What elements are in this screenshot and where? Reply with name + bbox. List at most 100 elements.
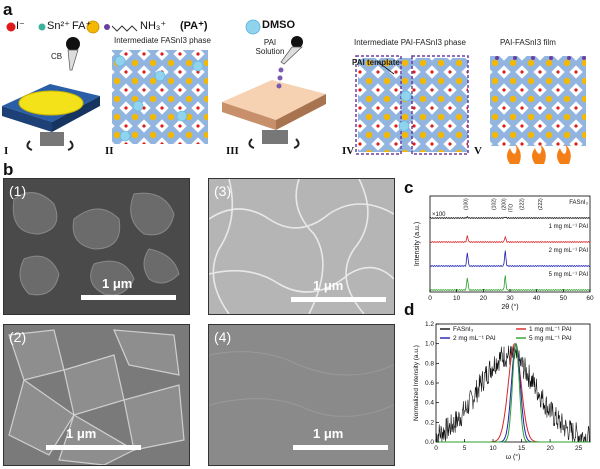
flame-icons [507,144,571,164]
final-film-lattice [490,56,586,146]
pai-solution-line1: PAI [263,38,277,47]
ito-label: ITO [509,204,515,212]
iodide-marker-icon [6,22,16,32]
peak-label: (200) [501,198,507,210]
peak-label: (100) [463,198,469,210]
stage-4-label: IV [342,145,355,157]
y-tick-label: 1.2 [425,321,434,328]
tin-marker-icon [38,23,46,31]
intermediate-phase-2-label: Intermediate PAI-FASnI3 phase [354,38,466,47]
legend-entry: 5 mg mL⁻¹ PAI [529,335,572,342]
peak-label: (222) [519,198,525,210]
legend-fa: FA⁺ [72,20,92,32]
intermediate-phase-1-label: Intermediate FASnI3 phase [114,36,211,45]
series-label: 2 mg mL⁻¹ PAI [549,248,589,254]
y-tick-label: 0.0 [425,439,434,446]
magnification-label: ×100 [432,212,446,218]
legend-pa-formula: NH₃⁺ [140,20,167,32]
final-film-label: PAI-FASnI3 film [500,38,556,47]
species-legend [3,18,333,36]
pai-solution-line2: Solution [255,47,285,56]
pai-dropper-icon [276,36,303,89]
sem-texture-3 [209,179,394,314]
x-axis-label: ω (°) [506,453,521,461]
x-tick-label: 0 [434,445,438,452]
intermediate-lattice-2 [358,58,468,152]
panel-label-c: c [404,178,414,197]
pai-template-label: PAI template [352,58,400,67]
stage-5-label: V [474,145,482,157]
stage-1-label: I [4,145,9,157]
scale-label-2: 1 μm [66,426,97,441]
legend-iodide: I⁻ [16,20,25,32]
scale-label-1: 1 μm [102,276,133,291]
x-tick-label: 0 [428,295,432,302]
pa-chain-icon [111,25,138,32]
x-tick-label: 15 [518,445,526,452]
x-tick-label: 10 [489,445,497,452]
x-tick-label: 60 [586,295,594,302]
legend-entry: FASnI₃ [453,326,474,333]
panel-label-a: a [3,0,13,19]
sem-number-3: (3) [214,183,232,199]
sem-image-2: (2) 1 μm [3,324,190,466]
y-axis-label: Intensity (a.u.) [414,222,421,266]
y-tick-label: 0.4 [425,400,434,407]
xrd-series-line [429,235,591,244]
legend-pa: (PA⁺) [180,20,208,32]
scale-label-3: 1 μm [313,278,344,293]
stage-2-label: II [105,145,114,157]
y-tick-label: 0.8 [425,360,434,367]
substrate-with-solution [2,84,100,151]
x-tick-label: 25 [575,445,583,452]
cb-label: CB [51,52,63,61]
rocking-series-line [436,342,590,443]
sem-texture-4 [209,351,394,417]
xrd-chart: FASnI₃ 1 mg mL⁻¹ PAI 2 mg mL⁻¹ PAI 5 mg mL⁻… [414,195,594,311]
series-label: 5 mg mL⁻¹ PAI [549,272,589,278]
x-tick-label: 50 [560,295,568,302]
sem-image-1: (1) 1 μm [3,178,190,315]
sem-texture-2 [8,329,185,465]
x-tick-label: 5 [463,445,467,452]
process-schematic [2,36,586,164]
scale-bar-4 [293,445,388,450]
y-axis-label: Normalized Intensity (a.u.) [413,345,420,421]
pai-solution-label: PAI Solution [255,38,285,56]
legend-entry: 2 mg mL⁻¹ PAI [453,335,496,342]
x-tick-label: 20 [480,295,488,302]
intermediate-lattice-1 [112,50,208,144]
x-tick-label: 10 [453,295,461,302]
pa-head-marker-icon [104,24,110,30]
y-tick-label: 0.2 [425,419,434,426]
annealed-substrate [222,80,326,149]
x-tick-label: 20 [546,445,554,452]
scale-bar-1 [81,295,176,300]
sem-number-1: (1) [9,183,27,199]
panel-label-b: b [3,160,14,179]
sem-texture-1 [12,192,180,296]
x-tick-label: 40 [533,295,541,302]
scale-bar-2 [46,445,141,450]
xrd-series-line [429,250,591,268]
fa-marker-icon [86,20,100,34]
peak-label: (102) [491,198,497,210]
dropper-icon [66,37,80,71]
legend-tin: Sn²⁺ [47,20,70,32]
rocking-series-line [435,345,590,443]
x-axis-label: 2θ (°) [501,303,518,311]
series-label: FASnI₃ [569,200,588,206]
species-legend-graphic [6,19,261,35]
legend-entry: 1 mg mL⁻¹ PAI [529,326,572,333]
scale-label-4: 1 μm [313,426,344,441]
scale-bar-3 [291,297,386,302]
series-label: 1 mg mL⁻¹ PAI [549,224,589,230]
xrd-series-line [429,215,591,220]
peak-label: (222) [538,198,544,210]
legend-dmso: DMSO [262,19,295,31]
panel-label-d: d [404,300,415,319]
sem-number-4: (4) [214,329,232,345]
rocking-curve-chart: 0 5 10 15 20 25 0.0 0.2 0.4 0.6 0.8 1.0 1.2 ω (°) Norm… [413,321,591,461]
y-tick-label: 0.6 [425,380,434,387]
sem-number-2: (2) [9,329,27,345]
